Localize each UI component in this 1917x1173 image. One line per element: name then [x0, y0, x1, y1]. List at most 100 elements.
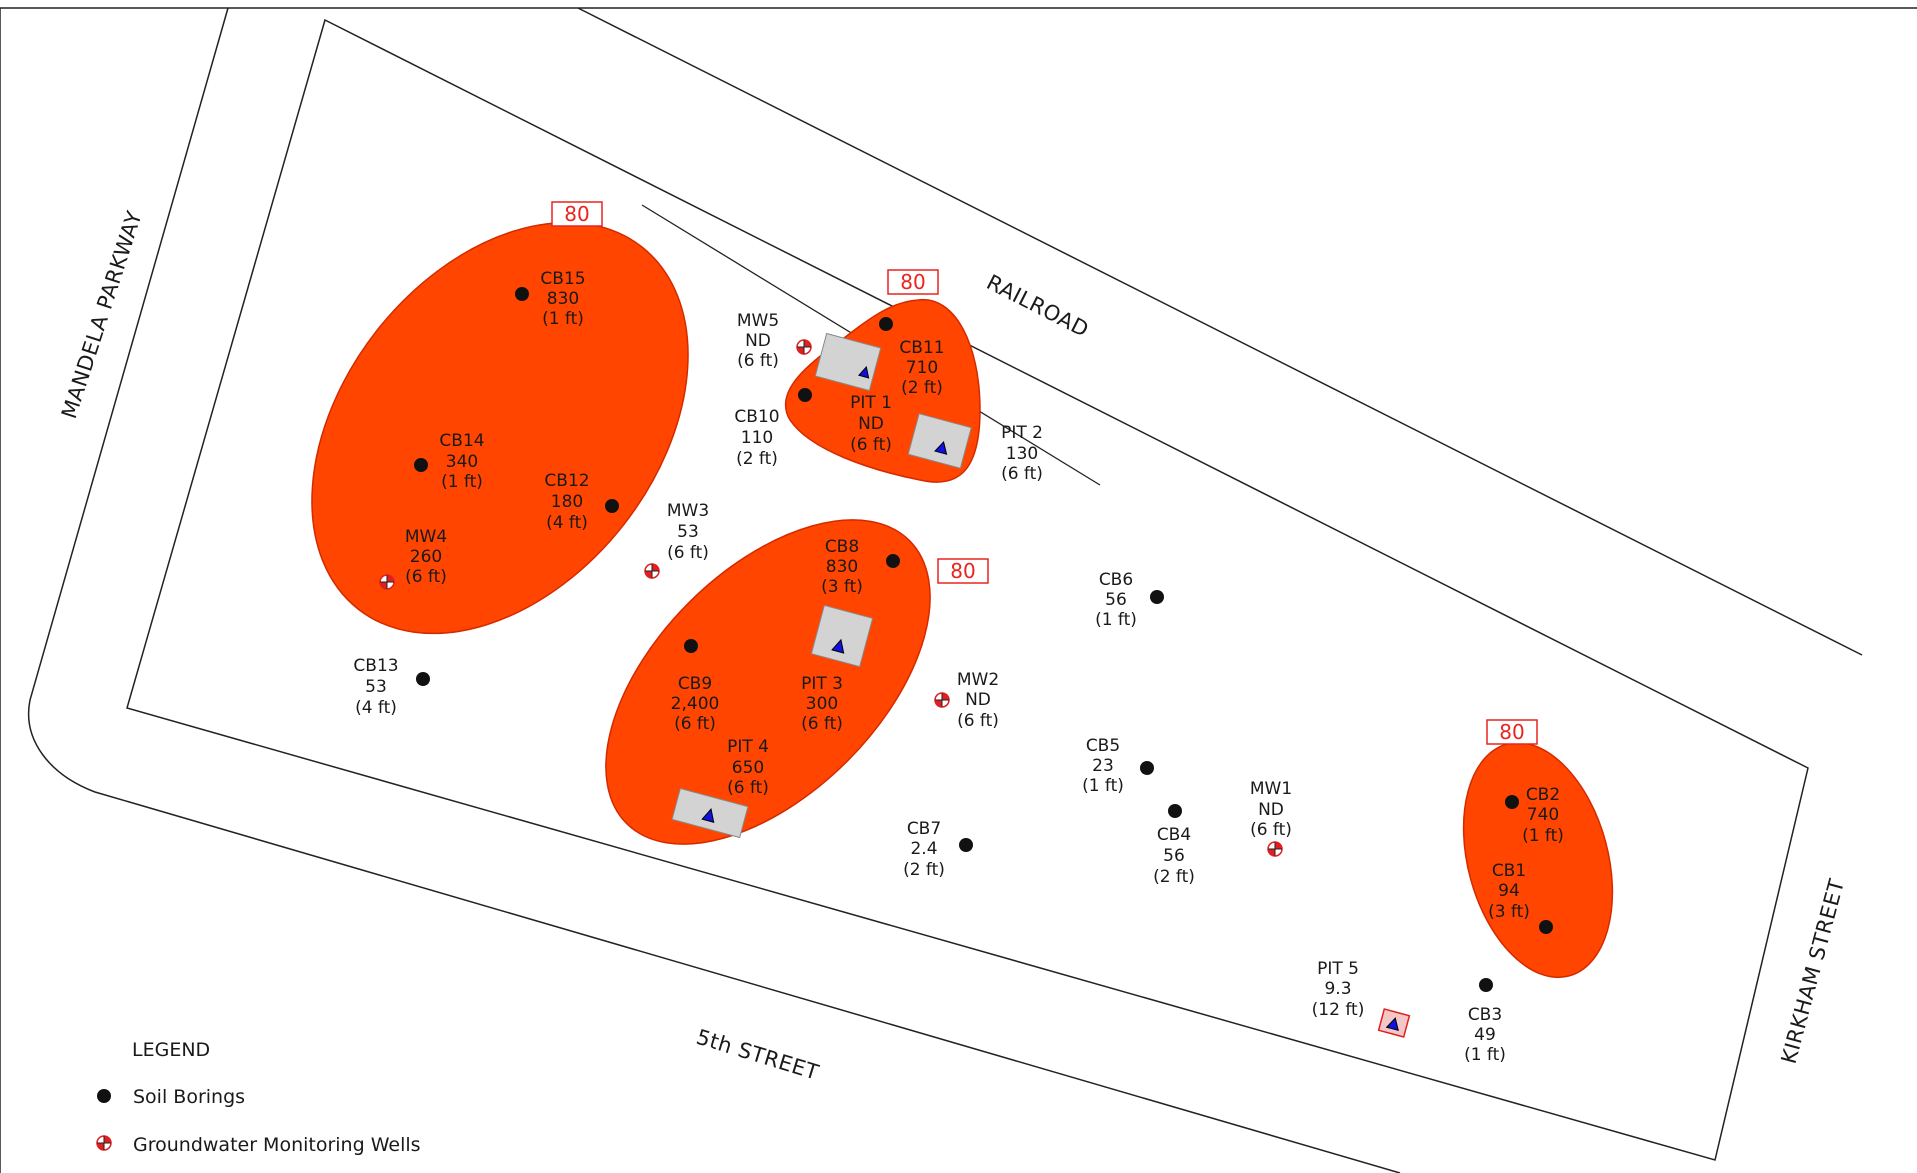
svg-text:CB7: CB7 — [907, 819, 941, 839]
boring-cb15 — [515, 287, 529, 301]
svg-text:740: 740 — [1527, 805, 1559, 825]
boring-cb4 — [1168, 804, 1182, 818]
label-cb14: CB14 340 (1 ft) — [439, 431, 484, 492]
legend: LEGEND Soil Borings Groundwater Monitori… — [96, 1039, 421, 1156]
svg-text:CB2: CB2 — [1526, 785, 1560, 805]
label-pit5: PIT 5 9.3 (12 ft) — [1312, 959, 1365, 1020]
svg-text:ND: ND — [745, 331, 771, 351]
svg-text:PIT 2: PIT 2 — [1001, 423, 1043, 443]
pit-5 — [1377, 1008, 1411, 1038]
label-pit1: PIT 1 ND (6 ft) — [850, 393, 892, 455]
label-cb1: CB1 94 (3 ft) — [1488, 861, 1530, 922]
svg-text:23: 23 — [1092, 756, 1114, 776]
svg-text:PIT 1: PIT 1 — [850, 393, 892, 413]
svg-text:300: 300 — [806, 694, 838, 714]
svg-text:56: 56 — [1163, 846, 1185, 866]
svg-text:80: 80 — [564, 202, 589, 226]
legend-well-icon — [96, 1135, 112, 1151]
svg-text:80: 80 — [950, 559, 975, 583]
svg-text:2.4: 2.4 — [910, 839, 937, 859]
svg-text:80: 80 — [900, 270, 925, 294]
label-cb9: CB9 2,400 (6 ft) — [671, 674, 720, 734]
svg-text:180: 180 — [551, 492, 583, 512]
label-pit4: PIT 4 650 (6 ft) — [727, 737, 769, 798]
street-mandela: MANDELA PARKWAY — [57, 208, 147, 422]
pit-2 — [907, 413, 972, 469]
svg-text:(6 ft): (6 ft) — [727, 778, 769, 798]
svg-text:ND: ND — [965, 690, 991, 710]
svg-text:(2 ft): (2 ft) — [901, 378, 943, 398]
boring-cb7 — [959, 838, 973, 852]
contour-label-2: 80 — [887, 269, 939, 295]
svg-text:340: 340 — [446, 452, 478, 472]
svg-text:(6 ft): (6 ft) — [405, 567, 447, 587]
svg-text:CB5: CB5 — [1086, 736, 1120, 756]
svg-text:(2 ft): (2 ft) — [903, 860, 945, 880]
svg-text:(6 ft): (6 ft) — [957, 711, 999, 731]
svg-text:710: 710 — [906, 358, 938, 378]
label-mw1: MW1 ND (6 ft) — [1250, 779, 1292, 840]
label-cb7: CB7 2.4 (2 ft) — [903, 819, 945, 880]
contour-label-3: 80 — [937, 558, 989, 584]
label-mw5: MW5 ND (6 ft) — [737, 311, 779, 371]
pit-3 — [810, 604, 874, 668]
legend-boring-icon — [97, 1089, 111, 1103]
svg-text:CB13: CB13 — [353, 656, 398, 676]
svg-text:CB11: CB11 — [899, 338, 944, 358]
well-mw3 — [644, 563, 660, 579]
plume-east — [1462, 741, 1614, 979]
svg-text:(6 ft): (6 ft) — [737, 351, 779, 371]
svg-text:2,400: 2,400 — [671, 694, 720, 714]
svg-text:(12 ft): (12 ft) — [1312, 1000, 1365, 1020]
boring-cb8 — [886, 554, 900, 568]
svg-text:(6 ft): (6 ft) — [1001, 464, 1043, 484]
svg-text:PIT 5: PIT 5 — [1317, 959, 1359, 979]
site-parcel — [126, 18, 1809, 1161]
svg-text:(6 ft): (6 ft) — [850, 435, 892, 455]
contour-label-1: 80 — [551, 201, 603, 227]
pit-4 — [671, 787, 749, 839]
svg-text:PIT 4: PIT 4 — [727, 737, 769, 757]
svg-text:CB14: CB14 — [439, 431, 484, 451]
svg-text:(3 ft): (3 ft) — [1488, 902, 1530, 922]
label-mw3: MW3 53 (6 ft) — [667, 501, 709, 563]
pit-1 — [814, 332, 882, 392]
svg-text:830: 830 — [826, 557, 858, 577]
svg-text:CB8: CB8 — [825, 537, 859, 557]
svg-text:(4 ft): (4 ft) — [546, 513, 588, 533]
svg-text:CB9: CB9 — [678, 674, 712, 694]
boring-cb11 — [879, 317, 893, 331]
svg-text:MW3: MW3 — [667, 501, 709, 521]
boring-cb14 — [414, 458, 428, 472]
svg-text:CB6: CB6 — [1099, 570, 1133, 590]
label-cb2: CB2 740 (1 ft) — [1522, 785, 1564, 846]
well-mw5 — [796, 339, 812, 355]
svg-text:CB15: CB15 — [540, 269, 585, 289]
street-fifth: 5th STREET — [694, 1025, 822, 1085]
svg-text:(6 ft): (6 ft) — [1250, 820, 1292, 840]
svg-text:830: 830 — [547, 289, 579, 309]
svg-text:ND: ND — [1258, 800, 1284, 820]
svg-text:(1 ft): (1 ft) — [441, 472, 483, 492]
svg-text:CB12: CB12 — [544, 471, 589, 491]
well-mw1 — [1267, 841, 1283, 857]
svg-text:(1 ft): (1 ft) — [542, 309, 584, 329]
label-cb13: CB13 53 (4 ft) — [353, 656, 398, 718]
svg-text:(6 ft): (6 ft) — [801, 714, 843, 734]
boring-cb3 — [1479, 978, 1493, 992]
boring-cb12 — [605, 499, 619, 513]
label-mw2: MW2 ND (6 ft) — [957, 670, 999, 731]
label-mw4: MW4 260 (6 ft) — [405, 527, 447, 587]
label-cb8: CB8 830 (3 ft) — [821, 537, 863, 597]
svg-text:(1 ft): (1 ft) — [1082, 776, 1124, 796]
svg-text:(1 ft): (1 ft) — [1464, 1045, 1506, 1065]
svg-text:260: 260 — [410, 547, 442, 567]
well-mw4 — [379, 574, 395, 590]
svg-text:(6 ft): (6 ft) — [667, 543, 709, 563]
street-railroad: RAILROAD — [983, 270, 1093, 342]
svg-text:(2 ft): (2 ft) — [1153, 867, 1195, 887]
svg-text:80: 80 — [1499, 720, 1524, 744]
svg-text:(4 ft): (4 ft) — [355, 698, 397, 718]
svg-text:53: 53 — [677, 522, 699, 542]
svg-text:MW2: MW2 — [957, 670, 999, 690]
